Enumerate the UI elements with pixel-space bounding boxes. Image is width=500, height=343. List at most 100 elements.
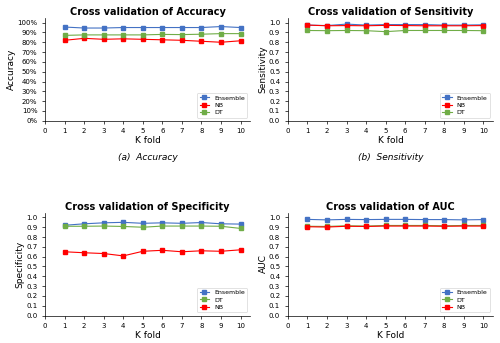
- NB: [198, 249, 204, 253]
- DT: [179, 224, 185, 228]
- DT: [460, 223, 466, 227]
- NB: [382, 23, 388, 27]
- Y-axis label: Sensitivity: Sensitivity: [258, 45, 268, 93]
- Ensemble: [62, 25, 68, 29]
- DT: [382, 223, 388, 227]
- NB: [480, 24, 486, 28]
- Line: NB: NB: [306, 23, 485, 27]
- NB: [140, 249, 146, 253]
- Ensemble: [198, 25, 204, 29]
- X-axis label: K Fold: K Fold: [377, 331, 404, 340]
- Legend: Ensemble, NB, DT: Ensemble, NB, DT: [197, 93, 247, 118]
- Ensemble: [100, 221, 106, 225]
- DT: [100, 224, 106, 228]
- Title: Cross validation of Sensitivity: Cross validation of Sensitivity: [308, 7, 473, 17]
- NB: [304, 225, 310, 229]
- Ensemble: [460, 23, 466, 27]
- Title: Cross validation of AUC: Cross validation of AUC: [326, 202, 455, 212]
- X-axis label: K fold: K fold: [134, 136, 160, 145]
- Ensemble: [344, 22, 349, 26]
- Ensemble: [62, 223, 68, 227]
- NB: [460, 224, 466, 228]
- DT: [198, 224, 204, 228]
- X-axis label: K fold: K fold: [134, 331, 160, 340]
- Text: (b)  Sensitivity: (b) Sensitivity: [358, 153, 423, 162]
- Ensemble: [441, 23, 447, 27]
- Ensemble: [218, 24, 224, 28]
- DT: [160, 32, 166, 36]
- DT: [480, 223, 486, 227]
- DT: [422, 28, 428, 33]
- Line: DT: DT: [306, 29, 485, 33]
- X-axis label: K fold: K fold: [378, 136, 404, 145]
- Title: Cross validation of Accuracy: Cross validation of Accuracy: [70, 7, 226, 17]
- NB: [140, 37, 146, 42]
- NB: [363, 24, 369, 28]
- Ensemble: [140, 221, 146, 225]
- NB: [422, 24, 428, 28]
- Ensemble: [304, 217, 310, 222]
- DT: [218, 224, 224, 228]
- NB: [198, 39, 204, 43]
- Ensemble: [324, 24, 330, 28]
- DT: [120, 33, 126, 37]
- Ensemble: [140, 25, 146, 29]
- Legend: Ensemble, DT, NB: Ensemble, DT, NB: [440, 287, 490, 312]
- Line: DT: DT: [63, 32, 242, 37]
- NB: [120, 37, 126, 41]
- Ensemble: [160, 25, 166, 29]
- Line: NB: NB: [63, 37, 242, 44]
- NB: [324, 225, 330, 229]
- NB: [179, 38, 185, 42]
- DT: [160, 224, 166, 228]
- Line: Ensemble: Ensemble: [306, 22, 485, 27]
- Ensemble: [402, 217, 408, 222]
- Ensemble: [422, 23, 428, 27]
- DT: [81, 33, 87, 37]
- Y-axis label: Accuracy: Accuracy: [7, 49, 16, 90]
- DT: [324, 224, 330, 228]
- Ensemble: [460, 218, 466, 222]
- DT: [460, 28, 466, 33]
- DT: [344, 28, 349, 33]
- NB: [344, 224, 349, 228]
- Ensemble: [324, 218, 330, 222]
- Line: DT: DT: [306, 224, 485, 228]
- Ensemble: [218, 222, 224, 226]
- NB: [218, 40, 224, 44]
- DT: [218, 32, 224, 36]
- DT: [304, 28, 310, 33]
- NB: [460, 24, 466, 28]
- Ensemble: [304, 23, 310, 27]
- Ensemble: [179, 25, 185, 29]
- Ensemble: [382, 23, 388, 27]
- Legend: Ensemble, DT, NB: Ensemble, DT, NB: [197, 287, 247, 312]
- NB: [402, 24, 408, 28]
- DT: [344, 224, 349, 228]
- Ensemble: [344, 217, 349, 222]
- NB: [238, 248, 244, 252]
- DT: [402, 223, 408, 227]
- Ensemble: [198, 221, 204, 225]
- Ensemble: [81, 222, 87, 226]
- Ensemble: [238, 25, 244, 29]
- NB: [382, 224, 388, 228]
- NB: [62, 250, 68, 254]
- NB: [218, 249, 224, 253]
- DT: [441, 224, 447, 228]
- Ensemble: [238, 222, 244, 226]
- NB: [160, 248, 166, 252]
- Line: Ensemble: Ensemble: [63, 25, 242, 30]
- Ensemble: [441, 217, 447, 222]
- DT: [382, 29, 388, 34]
- NB: [480, 224, 486, 228]
- DT: [304, 224, 310, 228]
- Ensemble: [422, 217, 428, 222]
- Ensemble: [120, 220, 126, 224]
- Legend: Ensemble, NB, DT: Ensemble, NB, DT: [440, 93, 490, 118]
- Line: NB: NB: [306, 224, 485, 229]
- DT: [120, 224, 126, 228]
- Ensemble: [120, 25, 126, 29]
- DT: [402, 28, 408, 33]
- Ensemble: [480, 23, 486, 27]
